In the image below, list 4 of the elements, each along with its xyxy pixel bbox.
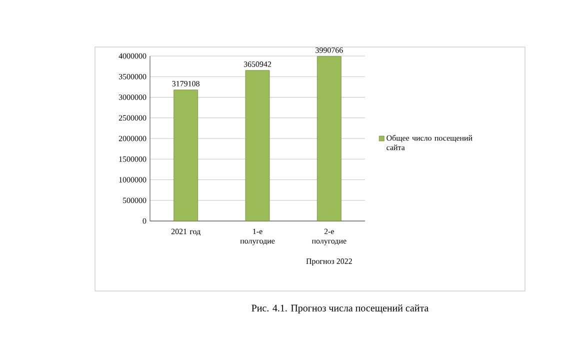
bar: [245, 70, 270, 222]
bar: [316, 56, 342, 222]
text: Рис. 4.1. Прогноз числа посещений сайта: [252, 304, 429, 314]
bar: [174, 90, 198, 222]
